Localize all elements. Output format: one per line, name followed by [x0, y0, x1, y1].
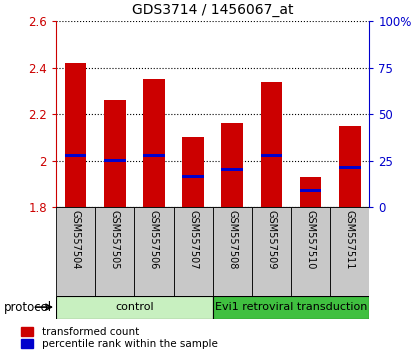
Bar [300, 177, 321, 207]
Text: Evi1 retroviral transduction: Evi1 retroviral transduction [215, 302, 367, 312]
Text: GSM557508: GSM557508 [227, 210, 237, 269]
Bar [56, 296, 213, 319]
Bar [143, 79, 165, 207]
Bar [300, 189, 321, 192]
Bar [104, 159, 126, 162]
Legend: transformed count, percentile rank within the sample: transformed count, percentile rank withi… [18, 324, 221, 352]
Text: GSM557505: GSM557505 [110, 210, 120, 269]
Text: protocol: protocol [4, 301, 52, 314]
Bar [134, 207, 173, 296]
Text: GSM557507: GSM557507 [188, 210, 198, 269]
Bar [143, 154, 165, 158]
Bar [261, 154, 282, 158]
Bar [339, 166, 361, 169]
Bar [222, 124, 243, 207]
Bar [330, 207, 369, 296]
Text: GSM557511: GSM557511 [345, 210, 355, 269]
Bar [182, 137, 204, 207]
Bar [252, 207, 291, 296]
Bar [95, 207, 134, 296]
Bar [339, 126, 361, 207]
Bar [261, 82, 282, 207]
Bar [65, 63, 86, 207]
Text: GSM557509: GSM557509 [266, 210, 276, 269]
Bar [104, 100, 126, 207]
Bar [291, 207, 330, 296]
Text: GSM557504: GSM557504 [71, 210, 81, 269]
Bar [213, 207, 252, 296]
Bar [173, 207, 213, 296]
Bar [182, 175, 204, 178]
Bar [65, 154, 86, 158]
Text: control: control [115, 302, 154, 312]
Title: GDS3714 / 1456067_at: GDS3714 / 1456067_at [132, 4, 293, 17]
Text: GSM557510: GSM557510 [305, 210, 315, 269]
Bar [56, 207, 95, 296]
Text: GSM557506: GSM557506 [149, 210, 159, 269]
Bar [222, 169, 243, 171]
Bar [213, 296, 369, 319]
